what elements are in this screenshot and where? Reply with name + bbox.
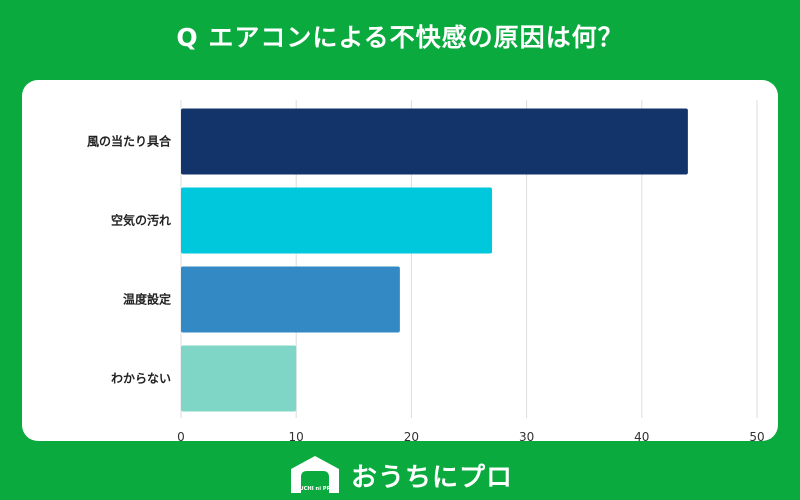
logo-text: OUCHI ni PRO <box>295 486 336 492</box>
x-tick-label: 30 <box>519 430 534 441</box>
x-tick-label: 40 <box>634 430 649 441</box>
bar <box>181 187 493 254</box>
x-tick-label: 20 <box>404 430 419 441</box>
chart-card: 風の当たり具合空気の汚れ温度設定わからない 0 10 20 30 40 50 <box>22 80 778 441</box>
x-tick-label: 10 <box>289 430 304 441</box>
x-tick-label: 50 <box>749 430 764 441</box>
brand-name: おうちにプロ <box>350 462 513 493</box>
footer: OUCHI ni PRO おうちにプロ <box>0 450 800 500</box>
bar <box>181 345 297 412</box>
category-label: 空気の汚れ <box>111 213 171 228</box>
category-label: 風の当たり具合 <box>87 134 172 149</box>
house-logo-icon: OUCHI ni PRO <box>290 456 339 493</box>
x-tick-label: 0 <box>177 430 185 441</box>
category-label: 温度設定 <box>123 292 171 307</box>
bar <box>181 266 400 333</box>
bar <box>181 108 688 175</box>
chart-title: Q エアコンによる不快感の原因は何？ <box>176 23 624 52</box>
category-label: わからない <box>111 372 171 386</box>
